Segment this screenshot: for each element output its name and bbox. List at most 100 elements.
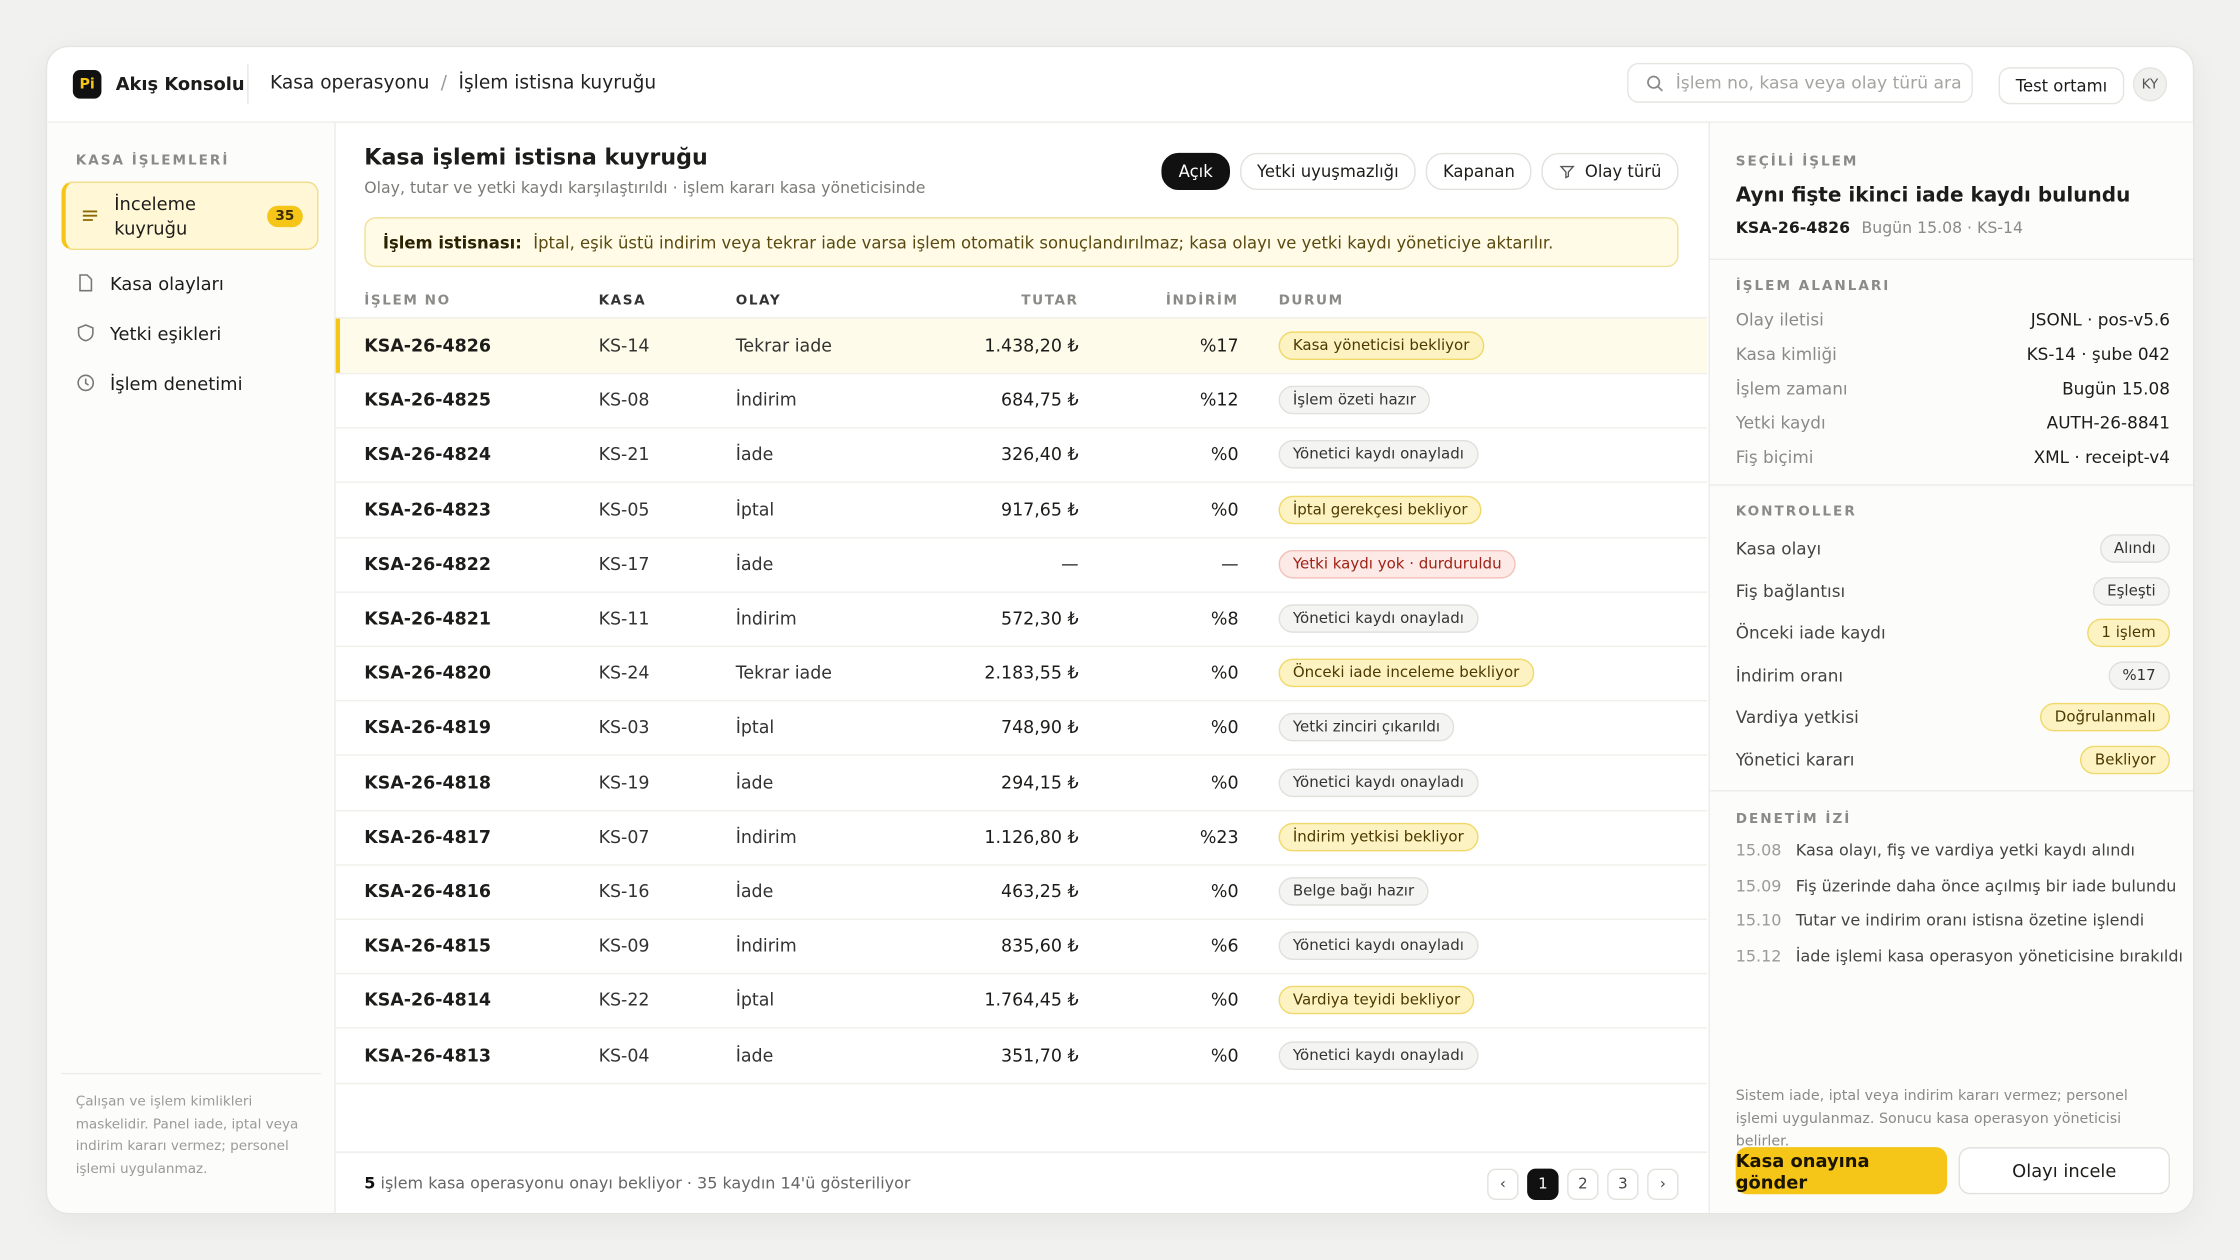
table-cell: KS-08 bbox=[598, 390, 650, 411]
status-cell: Yönetici kaydı onayladı bbox=[1278, 1028, 1479, 1082]
table-row[interactable]: KSA-26-4825 KS-08 İndirim 684,75 ₺ %12 İşlem … bbox=[335, 373, 1708, 429]
nav-item[interactable]: Kasa olayları bbox=[61, 264, 318, 301]
field-label: Yetki kaydı bbox=[1735, 412, 1826, 433]
table-cell: İndirim bbox=[735, 608, 797, 629]
nav-label: Kasa olayları bbox=[109, 272, 224, 294]
control-status: Alındı bbox=[2099, 534, 2170, 563]
filter-chip[interactable]: Açık bbox=[1161, 152, 1230, 190]
table-row[interactable]: KSA-26-4822 KS-17 İade — — Yetki kaydı yok · … bbox=[335, 537, 1708, 593]
table-cell: İndirim bbox=[735, 935, 797, 956]
table-cell: KSA-26-4822 bbox=[364, 553, 491, 574]
table-cell: %0 bbox=[1210, 772, 1239, 793]
table-cell: 684,75 ₺ bbox=[1001, 390, 1079, 411]
table-cell: İade bbox=[735, 444, 774, 465]
detail-id: KSA-26-4826 bbox=[1735, 218, 1851, 238]
breadcrumb-item[interactable]: İşlem istisna kuyruğu bbox=[458, 72, 657, 95]
table-cell: 463,25 ₺ bbox=[1001, 881, 1079, 902]
table-cell: KS-16 bbox=[598, 881, 650, 902]
primary-button[interactable]: Kasa onayına gönder bbox=[1735, 1147, 1948, 1195]
status-pill: Yönetici kaydı onayladı bbox=[1278, 440, 1479, 470]
table-cell: 572,30 ₺ bbox=[1001, 608, 1079, 629]
status-pill: Kasa yöneticisi bekliyor bbox=[1278, 331, 1484, 360]
status-cell: İptal gerekçesi bekliyor bbox=[1278, 482, 1482, 536]
page-button[interactable]: 1 bbox=[1527, 1168, 1559, 1200]
table-cell: KSA-26-4817 bbox=[364, 826, 491, 847]
control-row: Vardiya yetkisi Doğrulanmalı bbox=[1736, 702, 2170, 733]
page-button[interactable]: 2 bbox=[1567, 1168, 1599, 1200]
table-cell: %0 bbox=[1210, 1045, 1239, 1066]
table-row[interactable]: KSA-26-4817 KS-07 İndirim 1.126,80 ₺ %23 İndi… bbox=[335, 810, 1708, 866]
control-status: %17 bbox=[2108, 661, 2170, 690]
environment-button[interactable]: Test ortamı bbox=[1998, 67, 2125, 105]
sidebar-section: KASA İŞLEMLERİ bbox=[75, 152, 230, 169]
detail-title: Aynı fişte ikinci iade kaydı bulundu bbox=[1735, 184, 2131, 208]
filter-label: Açık bbox=[1178, 161, 1213, 182]
table-row[interactable]: KSA-26-4826 KS-14 Tekrar iade 1.438,20 ₺ %17… bbox=[335, 318, 1708, 375]
table-cell: KS-21 bbox=[598, 444, 650, 465]
table-row[interactable]: KSA-26-4818 KS-19 İade 294,15 ₺ %0 Yönetici k… bbox=[335, 755, 1708, 811]
nav-item[interactable]: İşlem denetimi bbox=[61, 364, 318, 401]
table-cell: İade bbox=[735, 881, 774, 902]
table-row[interactable]: KSA-26-4823 KS-05 İptal 917,65 ₺ %0 İptal ger… bbox=[335, 482, 1708, 538]
table-cell: KS-09 bbox=[598, 935, 650, 956]
status-pill: Belge bağı hazır bbox=[1278, 877, 1429, 906]
page-prev[interactable]: ‹ bbox=[1487, 1168, 1519, 1200]
table-row[interactable]: KSA-26-4821 KS-11 İndirim 572,30 ₺ %8 Yönetic… bbox=[335, 591, 1708, 648]
field-row: Yetki kaydı AUTH-26-8841 bbox=[1736, 411, 2170, 434]
filter-label: Kapanan bbox=[1442, 161, 1515, 182]
status-cell: Yetki zinciri çıkarıldı bbox=[1278, 701, 1455, 755]
table-cell: 2.183,55 ₺ bbox=[984, 663, 1079, 684]
table-cell: %0 bbox=[1210, 663, 1239, 684]
table-cell: 1.438,20 ₺ bbox=[984, 335, 1079, 356]
table-row[interactable]: KSA-26-4824 KS-21 İade 326,40 ₺ %0 Yönetici k… bbox=[335, 428, 1708, 484]
table-cell: İndirim bbox=[735, 390, 797, 411]
table-row[interactable]: KSA-26-4816 KS-16 İade 463,25 ₺ %0 Belge bağı… bbox=[335, 864, 1708, 920]
filter-chip[interactable]: Kapanan bbox=[1425, 152, 1533, 190]
status-cell: Yönetici kaydı onayladı bbox=[1278, 919, 1479, 973]
control-label: İndirim oranı bbox=[1735, 665, 1844, 686]
page-button[interactable]: 3 bbox=[1607, 1168, 1639, 1200]
table-cell: İndirim bbox=[735, 826, 797, 847]
divider bbox=[247, 64, 249, 105]
search-box[interactable]: İşlem no, kasa veya olay türü ara bbox=[1627, 62, 1973, 103]
table-row[interactable]: KSA-26-4814 KS-22 İptal 1.764,45 ₺ %0 Vardiya… bbox=[335, 973, 1708, 1030]
divider bbox=[61, 1072, 322, 1075]
table-cell: KSA-26-4819 bbox=[364, 717, 491, 738]
filter-chip[interactable]: Olay türü bbox=[1542, 152, 1679, 190]
audit-time: 15.12 bbox=[1735, 947, 1782, 966]
divider bbox=[1709, 258, 2193, 260]
field-value: Bugün 15.08 bbox=[2062, 378, 2170, 399]
table-cell: KS-05 bbox=[598, 499, 650, 520]
breadcrumb-item[interactable]: Kasa operasyonu bbox=[269, 72, 430, 95]
secondary-button[interactable]: Olayı incele bbox=[1958, 1147, 2170, 1195]
main-panel: Kasa işlemi istisna kuyruğu Olay, tutar v… bbox=[335, 123, 1708, 1213]
table-cell: %17 bbox=[1199, 335, 1239, 356]
page-title: Kasa işlemi istisna kuyruğu bbox=[364, 144, 708, 170]
status-pill: Yönetici kaydı onayladı bbox=[1278, 1040, 1479, 1070]
audit-text: Kasa olayı, fiş ve vardiya yetki kaydı a… bbox=[1795, 841, 2135, 860]
table-header: İŞLEM NO KASA OLAY TUTAR İNDİRİM DURUM bbox=[335, 283, 1708, 319]
status-cell: Kasa yöneticisi bekliyor bbox=[1278, 319, 1484, 373]
filter-label: Yetki uyuşmazlığı bbox=[1257, 161, 1399, 182]
page-next[interactable]: › bbox=[1647, 1168, 1679, 1200]
table-cell: İade bbox=[735, 553, 774, 574]
fields-title: İŞLEM ALANLARI bbox=[1735, 278, 1891, 295]
control-row: Önceki iade kaydı 1 işlem bbox=[1736, 617, 2170, 648]
nav-item[interactable]: İnceleme kuyruğu 35 bbox=[61, 181, 319, 250]
table-cell: %0 bbox=[1210, 444, 1239, 465]
table-cell: KS-11 bbox=[598, 608, 650, 629]
sidebar: KASA İŞLEMLERİ İnceleme kuyruğu 35 Kasa ola… bbox=[47, 122, 336, 1213]
status-cell: Vardiya teyidi bekliyor bbox=[1278, 973, 1475, 1027]
nav-item[interactable]: Yetki eşikleri bbox=[61, 314, 318, 351]
table-cell: KS-03 bbox=[598, 717, 650, 738]
filter-chip[interactable]: Yetki uyuşmazlığı bbox=[1239, 152, 1416, 190]
table-cell: KS-24 bbox=[598, 663, 650, 684]
table-row[interactable]: KSA-26-4815 KS-09 İndirim 835,60 ₺ %6 Yönetic… bbox=[335, 919, 1708, 975]
table-row[interactable]: KSA-26-4819 KS-03 İptal 748,90 ₺ %0 Yetki zin… bbox=[335, 701, 1708, 757]
status-pill: Yönetici kaydı onayladı bbox=[1278, 767, 1479, 797]
avatar[interactable]: KY bbox=[2132, 67, 2168, 102]
table-row[interactable]: KSA-26-4820 KS-24 Tekrar iade 2.183,55 ₺ %0 Ö… bbox=[335, 646, 1708, 702]
table-row[interactable]: KSA-26-4813 KS-04 İade 351,70 ₺ %0 Yönetici k… bbox=[335, 1028, 1708, 1084]
field-value: KS-14 · şube 042 bbox=[2026, 344, 2170, 365]
doc-icon bbox=[76, 273, 96, 293]
